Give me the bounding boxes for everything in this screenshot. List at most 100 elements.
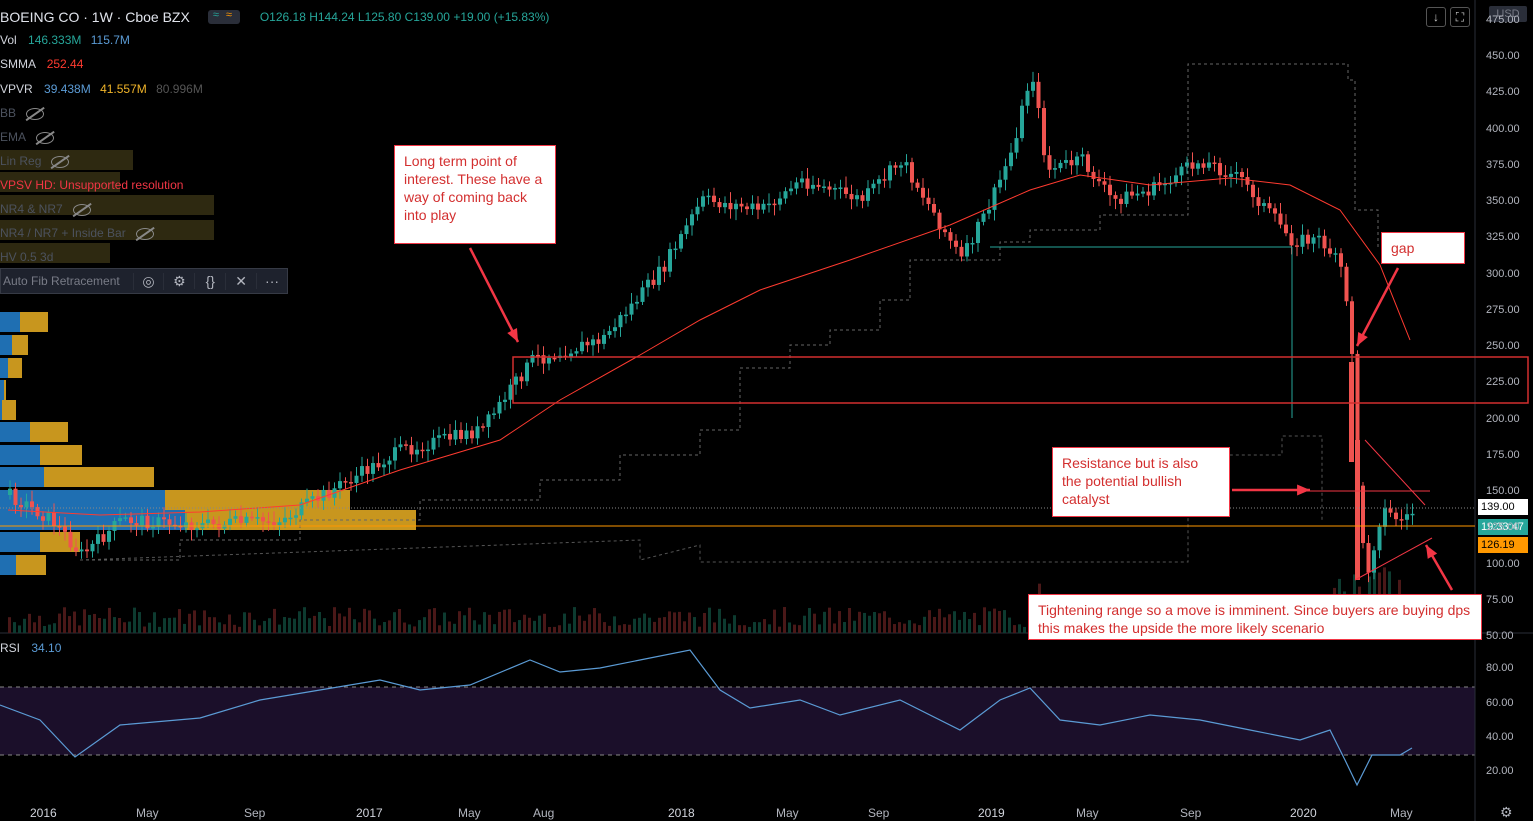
callout-gap[interactable]: gap: [1381, 232, 1465, 264]
compare-toggle[interactable]: ≈ ≈: [207, 9, 240, 24]
volume-bar: [68, 616, 71, 633]
indicator-bb[interactable]: BB: [0, 103, 45, 123]
volume-profile-bar: [0, 445, 40, 465]
indicator-vpsv[interactable]: VPSV HD: Unsupported resolution: [0, 175, 183, 195]
volume-bar: [268, 618, 271, 633]
candle-body: [1273, 208, 1277, 214]
callout-long-term[interactable]: Long term point of interest. These have …: [394, 145, 556, 244]
price-tick: 400.00: [1486, 122, 1520, 135]
indicator-hv[interactable]: HV 0.5 3d: [0, 247, 53, 267]
price-tick: 375.00: [1486, 158, 1520, 171]
indicator-linreg[interactable]: Lin Reg: [0, 151, 70, 171]
more-options-icon[interactable]: ···: [256, 273, 287, 289]
indicator-ema[interactable]: EMA: [0, 127, 55, 147]
indicator-label: RSI: [0, 641, 21, 655]
time-tick: 2020: [1290, 806, 1317, 820]
callout-resistance[interactable]: Resistance but is also the potential bul…: [1052, 447, 1230, 517]
candle-body: [250, 516, 254, 519]
candle-body: [360, 466, 364, 476]
price-tick: 100.00: [1486, 557, 1520, 570]
price-tick: 275.00: [1486, 303, 1520, 316]
candle-body: [1141, 191, 1145, 194]
candle-body: [728, 202, 733, 210]
volume-bar: [658, 617, 661, 633]
hide-eye-icon[interactable]: ◎: [132, 272, 164, 290]
candle-body: [1372, 550, 1376, 573]
volume-bar: [98, 617, 101, 633]
indicator-nr4-inside-bar[interactable]: NR4 / NR7 + Inside Bar: [0, 223, 154, 243]
hidden-eye-icon[interactable]: [135, 227, 154, 240]
source-code-icon[interactable]: {}: [194, 273, 225, 289]
candle-body: [481, 426, 485, 428]
volume-bar: [698, 626, 701, 633]
candle-body: [222, 524, 227, 529]
volume-bar: [58, 613, 61, 633]
volume-bar: [498, 611, 501, 633]
candle-body: [673, 248, 678, 251]
volume-bar: [863, 612, 866, 633]
candle-body: [646, 279, 650, 288]
candle-body: [1377, 526, 1382, 551]
download-icon[interactable]: ↓: [1426, 7, 1446, 27]
candle-body: [1300, 234, 1305, 247]
candle-body: [981, 213, 986, 222]
fullscreen-icon[interactable]: ⛶: [1450, 7, 1470, 27]
volume-bar: [53, 623, 56, 633]
candle-body: [970, 243, 975, 245]
volume-bar: [903, 623, 906, 633]
volume-bar: [238, 626, 241, 633]
volume-bar: [298, 611, 301, 633]
candle-body: [1196, 163, 1200, 169]
hidden-eye-icon[interactable]: [51, 155, 70, 168]
callout-tightening[interactable]: Tightening range so a move is imminent. …: [1028, 594, 1482, 640]
candle-body: [437, 435, 441, 438]
candle-body: [79, 549, 84, 552]
indicator-vpvr[interactable]: VPVR 39.438M 41.557M 80.996M: [0, 79, 203, 99]
remove-close-icon[interactable]: ✕: [225, 272, 256, 290]
volume-bar: [638, 617, 641, 633]
candle-body: [283, 517, 287, 523]
candle-body: [107, 530, 111, 542]
indicator-vol[interactable]: Vol 146.333M 115.7M: [0, 30, 130, 50]
volume-bar: [958, 619, 961, 633]
candle-body: [816, 184, 821, 187]
volume-bar: [923, 616, 926, 633]
volume-bar: [663, 617, 666, 633]
volume-bar: [883, 611, 886, 633]
candle-body: [41, 516, 45, 521]
volume-profile-bar: [0, 220, 214, 240]
volume-bar: [213, 617, 216, 633]
candle-body: [1355, 353, 1360, 486]
candle-body: [1306, 234, 1310, 244]
settings-gear-icon[interactable]: ⚙: [163, 272, 194, 290]
volume-bar: [188, 613, 191, 633]
candle-body: [420, 449, 425, 452]
symbol-title[interactable]: BOEING CO · 1W · Cboe BZX: [0, 9, 190, 25]
candle-body: [745, 206, 749, 210]
candle-body: [140, 515, 144, 526]
volume-bar: [403, 622, 406, 633]
indicator-rsi[interactable]: RSI 34.10: [0, 638, 61, 658]
candle-body: [591, 339, 595, 346]
candle-body: [723, 202, 727, 208]
candle-body: [503, 399, 507, 402]
volume-bar: [208, 617, 211, 633]
hidden-eye-icon[interactable]: [26, 107, 45, 120]
currency-label[interactable]: USD: [1489, 6, 1527, 22]
indicator-smma[interactable]: SMMA 252.44: [0, 54, 83, 74]
indicator-fib-toolbar[interactable]: Auto Fib Retracement ◎ ⚙ {} ✕ ···: [0, 268, 288, 294]
candle-body: [624, 314, 628, 317]
volume-bar: [458, 611, 461, 633]
hidden-eye-icon[interactable]: [72, 203, 91, 216]
hidden-eye-icon[interactable]: [36, 131, 55, 144]
candle-body: [1229, 173, 1233, 177]
candle-body: [679, 234, 683, 249]
price-tick: 300.00: [1486, 267, 1520, 280]
candle-body: [833, 187, 837, 190]
ohlc-values: O126.18 H144.24 L125.80 C139.00 +19.00 (…: [259, 10, 550, 24]
candle-body: [569, 353, 573, 358]
settings-gear-icon[interactable]: ⚙: [1500, 804, 1513, 820]
indicator-nr4[interactable]: NR4 & NR7: [0, 199, 91, 219]
candle-body: [1295, 245, 1299, 247]
